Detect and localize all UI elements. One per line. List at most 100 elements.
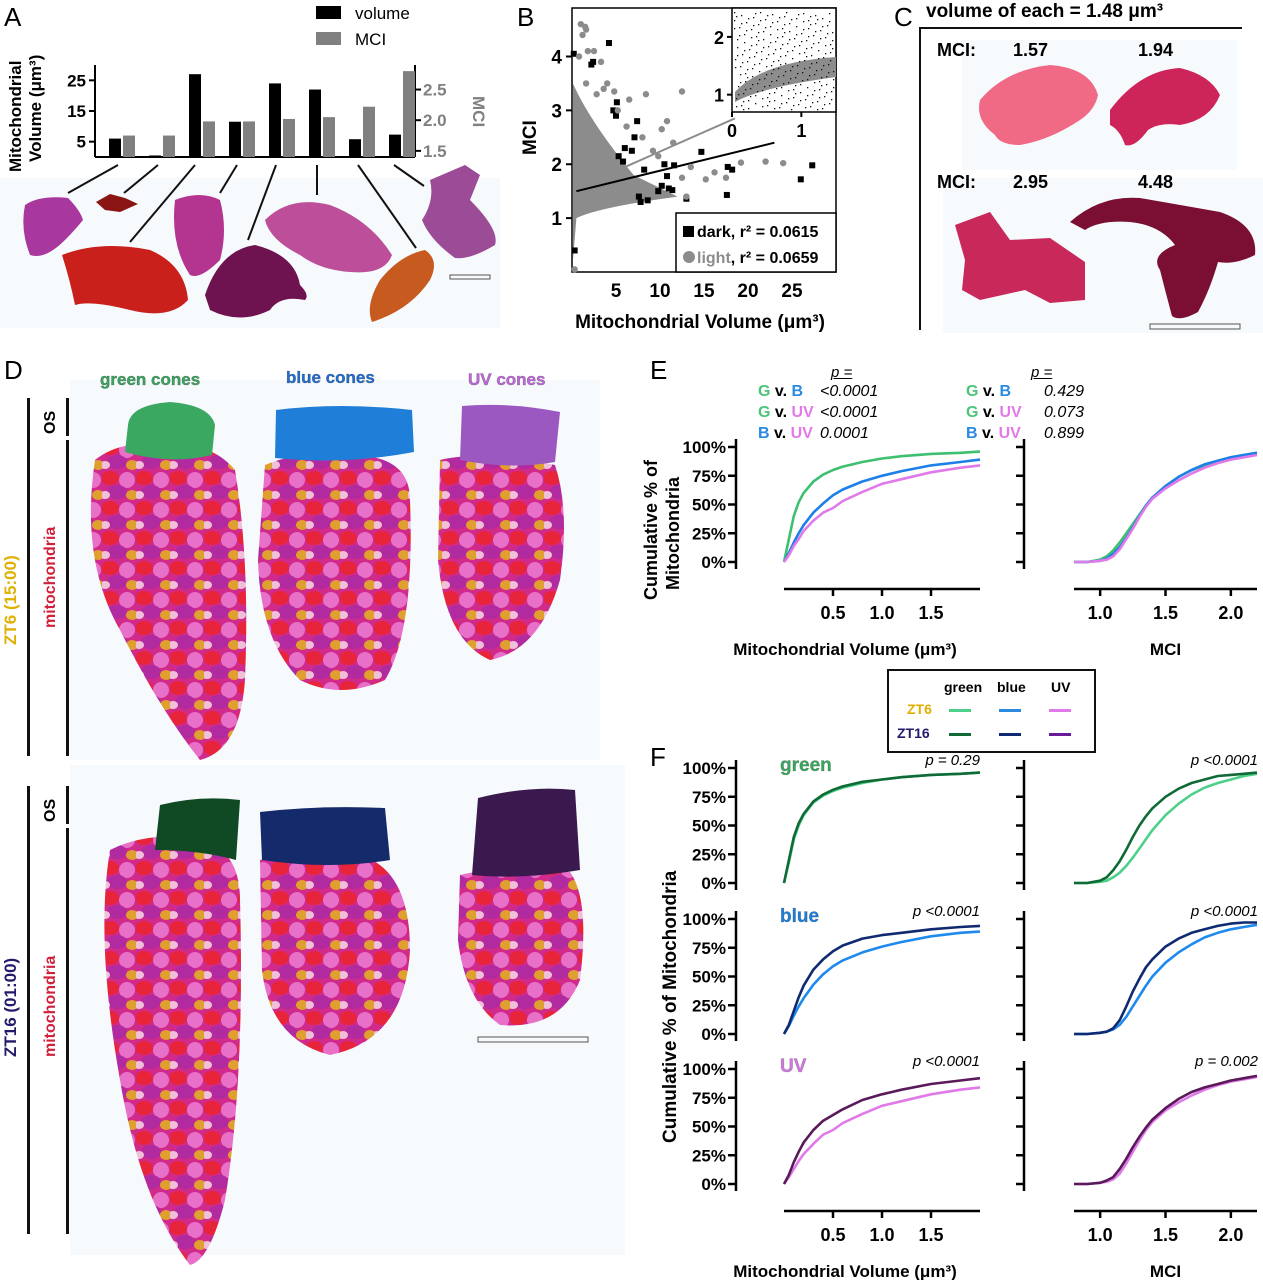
b-inset-point: [785, 63, 787, 65]
b-point-light: [687, 163, 694, 171]
b-inset-point: [791, 109, 793, 111]
b-point-dark: [661, 161, 668, 168]
b-inset-point: [801, 33, 803, 35]
b-inset-point: [810, 24, 812, 26]
b-point-light: [584, 47, 592, 55]
b-point-light: [683, 193, 690, 200]
b-inset-point: [792, 58, 794, 60]
comparison-row: G v. B 0.429: [966, 383, 1084, 401]
legend-line-uv-zt6: [1049, 709, 1071, 712]
b-point-dark: [615, 153, 622, 160]
b-point-light: [604, 80, 611, 87]
b-inset-point: [761, 59, 763, 61]
b-inset-point: [773, 61, 775, 63]
b-inset-point: [751, 29, 753, 31]
f-p-value-right: p <0.0001: [1190, 903, 1258, 920]
mci-value-2: 1.94: [1138, 40, 1174, 60]
b-inset-point: [822, 18, 824, 20]
b-inset-point: [760, 12, 762, 14]
b-xtick-label: 5: [611, 281, 622, 302]
panel-letter-c: C: [894, 2, 913, 32]
cdf-ytick-label: 50%: [692, 1118, 726, 1137]
b-inset-point: [745, 89, 747, 91]
legend-header-uv: UV: [1051, 679, 1071, 695]
legend-line-uv-zt16: [1049, 733, 1071, 736]
f-p-value-left: p <0.0001: [912, 903, 980, 920]
cdf-ytick-label: 75%: [692, 1089, 726, 1108]
b-inset-point: [765, 27, 767, 29]
cdf-plot-F-green-MCI: [1016, 760, 1258, 890]
b-inset-point: [798, 14, 800, 16]
comparison-row: B v. UV 0.899: [966, 425, 1084, 443]
b-inset-point: [767, 105, 769, 107]
b-inset-light-cloud: [735, 57, 836, 102]
b-inset-point: [762, 98, 764, 100]
b-inset-point: [763, 47, 765, 49]
comparison-p-value: 0.073: [1044, 404, 1085, 421]
b-inset-point: [811, 55, 813, 57]
b-inset-point: [817, 109, 819, 111]
b-inset-point: [797, 65, 799, 67]
b-inset-point: [767, 97, 769, 99]
b-inset-point: [778, 76, 780, 78]
b-inset-point: [822, 108, 824, 110]
b-inset-point: [825, 45, 827, 47]
b-inset-point: [754, 56, 756, 58]
b-inset-point: [786, 102, 788, 104]
b-inset-point: [825, 37, 827, 39]
cdf-ytick-label: 0%: [701, 1175, 726, 1194]
b-inset-point: [781, 87, 783, 89]
b-inset-xtick-label: 1: [796, 121, 806, 141]
b-inset-point: [832, 32, 834, 34]
panel-letter-d: D: [4, 355, 23, 385]
f-row-label-green: green: [780, 755, 832, 776]
cdf-line-green-zt6: [782, 771, 981, 884]
mito-shape-mci-1-57: [979, 65, 1098, 145]
b-inset-point: [770, 34, 772, 36]
legend-row-zt16: ZT16: [897, 725, 930, 741]
cdf-plot-F-blue-MCI: [1016, 911, 1258, 1041]
comparison-vs: v.: [769, 425, 791, 442]
b-inset-point: [764, 78, 766, 80]
b-inset-point: [811, 47, 813, 49]
b-point-light: [626, 96, 633, 103]
chart-a-bar-chart: 5 15 25 1.5 2.0 2.5 volume MCI Mitochondrial Volu…: [6, 4, 488, 172]
b-inset-point: [772, 14, 774, 16]
cone-mito-uv-zt6: [438, 456, 564, 660]
cdf-line-green-zt6: [1074, 772, 1258, 885]
b-inset-point: [768, 54, 770, 56]
b-inset-point: [795, 77, 797, 79]
b-inset-point: [752, 84, 754, 86]
b-inset-point: [805, 107, 807, 109]
b-inset-point: [819, 81, 821, 83]
b-xtick-label: 25: [781, 281, 803, 302]
b-point-dark: [628, 147, 635, 154]
b-inset-point: [748, 108, 750, 110]
b-inset-point: [825, 53, 827, 55]
cdf-ytick-label: 50%: [692, 496, 726, 515]
b-inset-point: [755, 95, 757, 97]
b-inset-point: [789, 31, 791, 33]
b-inset-point: [788, 90, 790, 92]
b-inset-point: [800, 92, 802, 94]
b-inset-point: [813, 43, 815, 45]
b-inset-point: [782, 36, 784, 38]
b-inset-point: [792, 50, 794, 52]
panel-c-left-rule: [919, 27, 921, 330]
b-inset-point: [829, 13, 831, 15]
b-inset-point: [757, 91, 759, 93]
b-inset-point: [761, 51, 763, 53]
b-inset-point: [767, 15, 769, 17]
b-point-light: [614, 107, 621, 114]
comparison-vs: v.: [978, 404, 1000, 421]
a-legend-label: MCI: [355, 30, 386, 49]
f-row-label-uv: UV: [780, 1056, 807, 1077]
b-inset-point: [746, 30, 748, 32]
a-bar-mci: [283, 118, 295, 157]
cdf-ytick-label: 75%: [692, 467, 726, 486]
cdf-ytick-label: 25%: [692, 996, 726, 1015]
b-inset-point: [796, 18, 798, 20]
a-ytick-label: 5: [77, 133, 86, 152]
b-inset-point: [833, 79, 835, 81]
comparison-group-b: B: [999, 383, 1012, 400]
